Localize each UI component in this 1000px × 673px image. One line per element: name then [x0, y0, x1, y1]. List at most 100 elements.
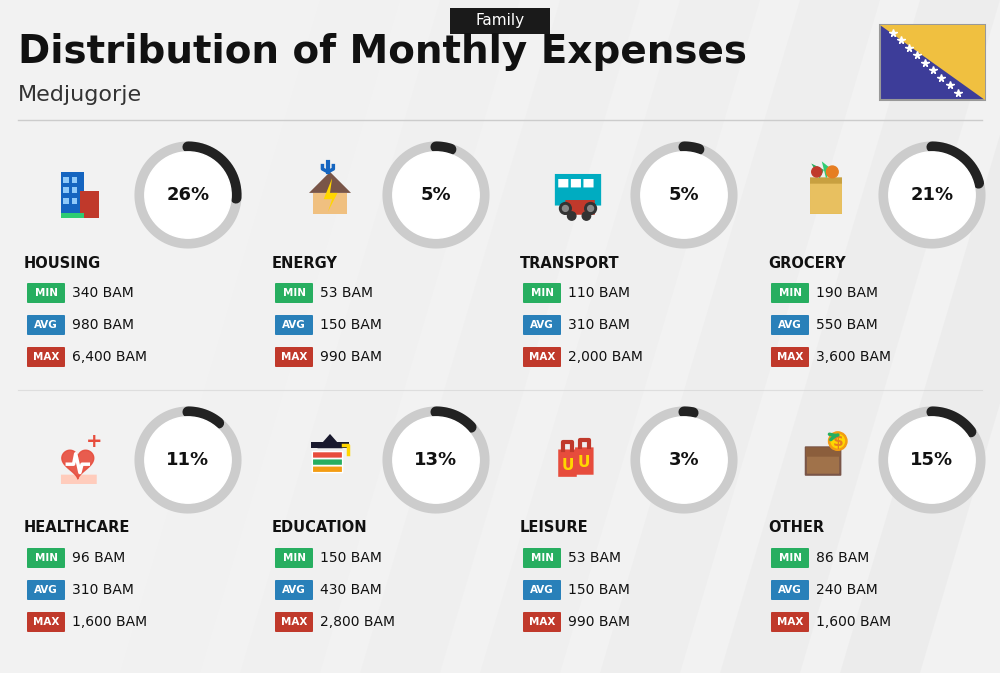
Polygon shape	[324, 178, 338, 212]
FancyBboxPatch shape	[810, 182, 842, 214]
Text: MAX: MAX	[281, 617, 307, 627]
FancyBboxPatch shape	[275, 283, 313, 303]
Text: MIN: MIN	[34, 553, 58, 563]
Text: 430 BAM: 430 BAM	[320, 583, 382, 597]
Text: 110 BAM: 110 BAM	[568, 286, 630, 300]
FancyBboxPatch shape	[61, 213, 84, 217]
Text: EDUCATION: EDUCATION	[272, 520, 368, 536]
Text: 13%: 13%	[414, 451, 458, 469]
Text: MIN: MIN	[778, 553, 802, 563]
Text: 980 BAM: 980 BAM	[72, 318, 134, 332]
FancyBboxPatch shape	[565, 200, 595, 215]
Text: 6,400 BAM: 6,400 BAM	[72, 350, 147, 364]
FancyBboxPatch shape	[523, 548, 561, 568]
Text: 26%: 26%	[166, 186, 210, 204]
Text: Family: Family	[475, 13, 525, 28]
FancyBboxPatch shape	[275, 580, 313, 600]
Polygon shape	[62, 450, 94, 479]
Circle shape	[393, 417, 479, 503]
Text: MAX: MAX	[33, 617, 59, 627]
Circle shape	[826, 166, 838, 178]
FancyBboxPatch shape	[312, 459, 343, 466]
Circle shape	[393, 152, 479, 238]
Polygon shape	[317, 434, 343, 448]
FancyBboxPatch shape	[880, 25, 985, 100]
FancyBboxPatch shape	[275, 315, 313, 335]
Text: U: U	[561, 458, 574, 472]
Text: MIN: MIN	[283, 288, 306, 298]
Text: AVG: AVG	[282, 320, 306, 330]
FancyBboxPatch shape	[810, 182, 842, 214]
Text: 990 BAM: 990 BAM	[568, 615, 630, 629]
Text: MAX: MAX	[529, 617, 555, 627]
Text: 53 BAM: 53 BAM	[320, 286, 373, 300]
Text: GROCERY: GROCERY	[768, 256, 846, 271]
FancyBboxPatch shape	[450, 8, 550, 34]
Circle shape	[582, 212, 591, 220]
FancyBboxPatch shape	[72, 188, 77, 193]
Circle shape	[568, 212, 576, 220]
Text: MAX: MAX	[529, 352, 555, 362]
Text: 3%: 3%	[669, 451, 699, 469]
Text: 5%: 5%	[421, 186, 451, 204]
Circle shape	[641, 417, 727, 503]
FancyBboxPatch shape	[63, 177, 69, 183]
FancyBboxPatch shape	[771, 580, 809, 600]
FancyBboxPatch shape	[771, 612, 809, 632]
Text: 11%: 11%	[166, 451, 210, 469]
FancyBboxPatch shape	[575, 448, 594, 474]
FancyBboxPatch shape	[61, 172, 84, 214]
FancyBboxPatch shape	[523, 612, 561, 632]
FancyBboxPatch shape	[275, 612, 313, 632]
Circle shape	[812, 167, 822, 177]
FancyBboxPatch shape	[558, 450, 577, 477]
FancyBboxPatch shape	[27, 612, 65, 632]
Text: ENERGY: ENERGY	[272, 256, 338, 271]
Text: AVG: AVG	[530, 585, 554, 595]
Text: MAX: MAX	[281, 352, 307, 362]
FancyBboxPatch shape	[523, 315, 561, 335]
Text: AVG: AVG	[34, 320, 58, 330]
FancyBboxPatch shape	[312, 466, 343, 472]
FancyBboxPatch shape	[72, 198, 77, 204]
FancyBboxPatch shape	[523, 347, 561, 367]
Polygon shape	[811, 164, 824, 178]
Text: AVG: AVG	[778, 320, 802, 330]
Circle shape	[145, 152, 231, 238]
Circle shape	[585, 203, 596, 214]
Polygon shape	[880, 25, 985, 100]
Text: 21%: 21%	[910, 186, 954, 204]
Text: AVG: AVG	[778, 585, 802, 595]
Text: AVG: AVG	[530, 320, 554, 330]
FancyBboxPatch shape	[311, 442, 349, 448]
Polygon shape	[720, 0, 1000, 673]
Circle shape	[562, 205, 568, 211]
Text: 150 BAM: 150 BAM	[568, 583, 630, 597]
Text: 5%: 5%	[669, 186, 699, 204]
Text: AVG: AVG	[34, 585, 58, 595]
FancyBboxPatch shape	[771, 283, 809, 303]
FancyBboxPatch shape	[571, 179, 581, 188]
Text: 240 BAM: 240 BAM	[816, 583, 878, 597]
Text: TRANSPORT: TRANSPORT	[520, 256, 620, 271]
Text: 310 BAM: 310 BAM	[568, 318, 630, 332]
Text: 2,800 BAM: 2,800 BAM	[320, 615, 395, 629]
Polygon shape	[309, 172, 351, 193]
FancyBboxPatch shape	[555, 174, 601, 205]
FancyBboxPatch shape	[771, 548, 809, 568]
FancyBboxPatch shape	[312, 452, 343, 458]
Text: 550 BAM: 550 BAM	[816, 318, 878, 332]
FancyBboxPatch shape	[523, 283, 561, 303]
Text: 150 BAM: 150 BAM	[320, 551, 382, 565]
FancyBboxPatch shape	[63, 198, 69, 204]
Text: MIN: MIN	[530, 553, 554, 563]
Text: AVG: AVG	[282, 585, 306, 595]
FancyBboxPatch shape	[771, 347, 809, 367]
Text: 150 BAM: 150 BAM	[320, 318, 382, 332]
FancyBboxPatch shape	[27, 315, 65, 335]
FancyBboxPatch shape	[27, 283, 65, 303]
Text: 3,600 BAM: 3,600 BAM	[816, 350, 891, 364]
Text: +: +	[86, 431, 103, 451]
FancyBboxPatch shape	[806, 448, 840, 474]
Text: 990 BAM: 990 BAM	[320, 350, 382, 364]
